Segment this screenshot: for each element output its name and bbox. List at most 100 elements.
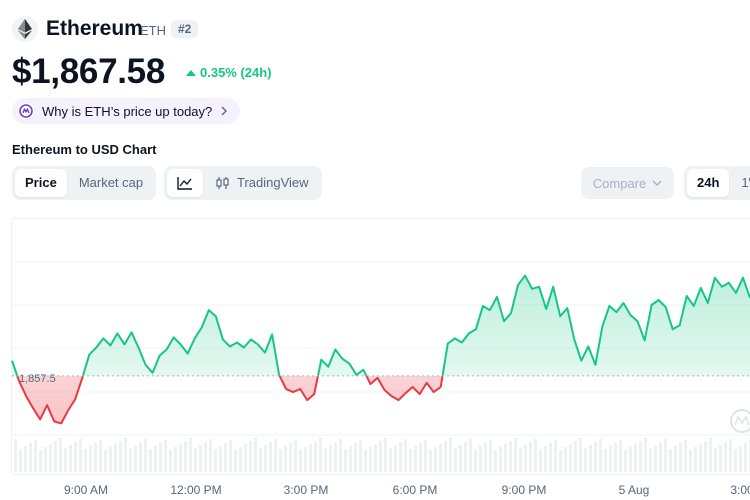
volume-bar — [584, 448, 587, 472]
reference-label: 1,857.5 — [19, 373, 56, 385]
volume-bar — [554, 440, 557, 472]
volume-bar — [104, 450, 107, 472]
volume-bar — [724, 442, 727, 472]
volume-bar — [624, 450, 627, 472]
price-marketcap-toggle: Price Market cap — [12, 166, 157, 200]
volume-bar — [139, 442, 142, 472]
x-tick-label: 6:00 PM — [393, 483, 438, 497]
volume-bar — [364, 450, 367, 472]
volume-bar — [59, 438, 62, 472]
volume-bar — [744, 443, 747, 472]
volume-bar — [639, 441, 642, 472]
reference-label-bg — [16, 350, 62, 368]
coin-name: Ethereum — [46, 17, 143, 40]
chart-view-toggle: TradingView — [164, 166, 322, 200]
volume-bar — [564, 447, 567, 472]
volume-bar — [34, 440, 37, 472]
volume-bar — [629, 447, 632, 472]
volume-bar — [489, 440, 492, 472]
x-axis-ticks: 9:00 AM 12:00 PM 3:00 PM 6:00 PM 9:00 PM 5 Au… — [64, 483, 750, 497]
price-chart-frame — [11, 218, 750, 475]
rank-badge: #2 — [171, 20, 199, 38]
line-chart-button[interactable] — [167, 169, 203, 197]
volume-bar — [309, 444, 312, 472]
price-change: 0.35% (24h) — [186, 64, 272, 82]
range-24h[interactable]: 24h — [687, 169, 730, 197]
volume-bar — [644, 438, 647, 472]
volume-bar — [549, 443, 552, 472]
volume-bar — [529, 442, 532, 472]
volume-bar — [214, 449, 217, 472]
compare-dropdown[interactable]: Compare — [581, 167, 674, 199]
volume-bar — [144, 439, 147, 472]
price-line — [11, 274, 750, 425]
volume-bar — [204, 442, 207, 472]
volume-bar — [379, 441, 382, 472]
volume-bar — [319, 438, 322, 472]
volume-bar — [509, 441, 512, 472]
volume-bar — [159, 443, 162, 472]
price-change-value: 0.35% (24h) — [200, 65, 272, 80]
range-1w[interactable]: 1W — [741, 175, 750, 190]
volume-bar — [54, 441, 57, 472]
volume-bar — [354, 443, 357, 472]
volume-bar — [109, 447, 112, 472]
volume-bar — [704, 441, 707, 472]
x-tick-label: 12:00 PM — [170, 483, 221, 497]
volume-bar — [699, 444, 702, 472]
caret-up-icon — [186, 70, 196, 76]
volume-bar — [339, 439, 342, 472]
tab-market-cap[interactable]: Market cap — [78, 175, 144, 190]
volume-bar — [264, 445, 267, 472]
volume-bar — [274, 439, 277, 472]
volume-bar — [594, 442, 597, 472]
volume-bar — [694, 447, 697, 472]
price-area — [12, 275, 750, 424]
volume-bar — [649, 448, 652, 472]
volume-bar — [389, 448, 392, 472]
tab-price[interactable]: Price — [15, 169, 67, 197]
volume-bar — [494, 450, 497, 472]
price-line-down — [16, 375, 444, 425]
volume-bar — [399, 442, 402, 472]
why-price-up-label: Why is ETH’s price up today? — [42, 103, 213, 119]
volume-bar — [669, 449, 672, 472]
tradingview-button[interactable]: TradingView — [205, 169, 319, 197]
volume-bar — [169, 450, 172, 472]
volume-bar — [269, 442, 272, 472]
coin-symbol: ETH — [140, 23, 166, 38]
volume-bar — [514, 438, 517, 472]
volume-bar — [244, 444, 247, 472]
volume-bar — [614, 443, 617, 472]
compare-label: Compare — [592, 175, 647, 191]
chart-title: Ethereum to USD Chart — [12, 142, 157, 157]
volume-bar — [599, 439, 602, 472]
volume-bar — [544, 446, 547, 472]
volume-bar — [154, 446, 157, 472]
volume-bar — [459, 445, 462, 472]
line-chart-icon — [177, 177, 192, 190]
volume-bar — [19, 449, 22, 472]
ethereum-icon — [18, 19, 32, 39]
volume-bar — [194, 448, 197, 472]
why-price-up-button[interactable]: Why is ETH’s price up today? — [12, 98, 241, 124]
volume-bar — [189, 438, 192, 472]
volume-bar — [164, 440, 167, 472]
volume-bar — [559, 450, 562, 472]
x-tick-label: 9:00 AM — [64, 483, 108, 497]
x-tick-label: 9:00 PM — [502, 483, 547, 497]
volume-bar — [539, 449, 542, 472]
volume-bar — [279, 449, 282, 472]
volume-bar — [419, 443, 422, 472]
volume-bar — [179, 444, 182, 472]
volume-bar — [219, 446, 222, 472]
volume-bar — [149, 449, 152, 472]
volume-bar — [604, 449, 607, 472]
volume-bar — [84, 449, 87, 472]
volume-bar — [229, 440, 232, 472]
volume-bar — [24, 446, 27, 472]
volume-bar — [469, 439, 472, 472]
volume-bar — [484, 443, 487, 472]
x-tick-label: 5 Aug — [619, 483, 650, 497]
